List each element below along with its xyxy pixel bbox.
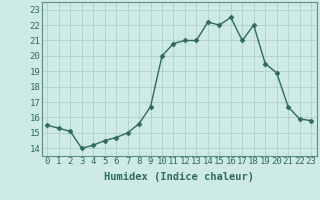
X-axis label: Humidex (Indice chaleur): Humidex (Indice chaleur)	[104, 172, 254, 182]
